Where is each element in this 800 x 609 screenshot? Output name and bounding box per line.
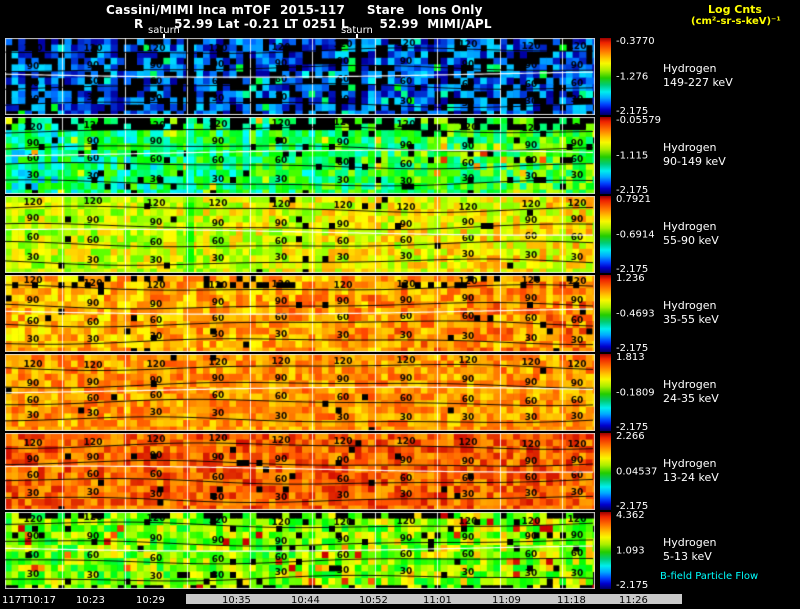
colorbar-max-value: 4.362	[616, 510, 645, 521]
heatmap-canvas	[5, 433, 595, 510]
panel-row-90-149-kev: -0.05579 -1.115 -2.175 Hydrogen 90-149 keV	[5, 115, 800, 196]
colorbar-max-value: -0.3770	[616, 36, 655, 47]
channel-label: Hydrogen 149-227 keV	[663, 62, 733, 92]
species-label: Hydrogen	[663, 456, 717, 470]
heatmap-canvas	[5, 38, 595, 115]
channel-label: Hydrogen 35-55 keV	[663, 299, 719, 329]
colorbar-min-value: -2.175	[616, 185, 649, 196]
colorbar-min-value: -2.175	[616, 343, 649, 354]
time-tick-label: 11:26	[619, 595, 648, 606]
colorbar-max-value: 1.813	[616, 352, 645, 363]
colorbar-min-value: -2.175	[616, 264, 649, 275]
colorbar-mid-value: -1.115	[616, 150, 649, 161]
panel-row-13-24-kev: 2.266 0.04537 -2.175 Hydrogen 13-24 keV	[5, 431, 800, 512]
colorbar	[600, 354, 611, 431]
energy-range-label: 90-149 keV	[663, 155, 726, 169]
colorbar	[600, 38, 611, 115]
colorbar-mid-value: -0.6914	[616, 229, 655, 240]
page-title: Cassini/MIMI Inca mTOF 2015-117 Stare Io…	[106, 3, 483, 17]
colorbar-units-label: (cm²-sr-s-keV)⁻¹	[691, 16, 781, 27]
heatmap-canvas	[5, 196, 595, 273]
bfield-flow-label: B-field Particle Flow	[660, 571, 759, 582]
colorbar	[600, 512, 611, 589]
colorbar	[600, 196, 611, 273]
panel-row-35-55-kev: 1.236 -0.4693 -2.175 Hydrogen 35-55 keV	[5, 273, 800, 354]
species-label: Hydrogen	[663, 140, 717, 154]
time-tick-label: 10:29	[136, 595, 165, 606]
channel-label: Hydrogen 13-24 keV	[663, 457, 719, 487]
panel-row-24-35-kev: 1.813 -0.1809 -2.175 Hydrogen 24-35 keV	[5, 352, 800, 433]
energy-range-label: 55-90 keV	[663, 234, 719, 248]
saturn-marker-tick-icon	[163, 34, 165, 38]
channel-label: Hydrogen 24-35 keV	[663, 378, 719, 408]
time-tick-label: 10:35	[222, 595, 251, 606]
heatmap-canvas	[5, 117, 595, 194]
time-tick-label: 11:01	[423, 595, 452, 606]
heatmap-canvas	[5, 512, 595, 589]
energy-range-label: 13-24 keV	[663, 471, 719, 485]
colorbar-min-value: -2.175	[616, 106, 649, 117]
energy-range-label: 149-227 keV	[663, 76, 733, 90]
colorbar-mid-value: 0.04537	[616, 466, 658, 477]
species-label: Hydrogen	[663, 535, 717, 549]
panel-row-5-13-kev: 4.362 1.093 -2.175 Hydrogen 5-13 keV	[5, 510, 800, 591]
time-tick-label: 10:52	[359, 595, 388, 606]
colorbar-max-value: 0.7921	[616, 194, 651, 205]
channel-label: Hydrogen 5-13 keV	[663, 536, 717, 566]
colorbar	[600, 433, 611, 510]
panel-row-149-227-kev: -0.3770 -1.276 -2.175 Hydrogen 149-227 keV	[5, 36, 800, 117]
energy-range-label: 5-13 keV	[663, 550, 712, 564]
species-label: Hydrogen	[663, 298, 717, 312]
colorbar	[600, 275, 611, 352]
energy-range-label: 35-55 keV	[663, 313, 719, 327]
colorbar-title: Log Cnts	[708, 3, 762, 16]
colorbar	[600, 117, 611, 194]
colorbar-mid-value: 1.093	[616, 545, 645, 556]
time-tick-label: 117T10:17	[2, 595, 57, 606]
time-scrollbar[interactable]	[186, 594, 682, 604]
colorbar-min-value: -2.175	[616, 580, 649, 591]
time-tick-label: 11:09	[492, 595, 521, 606]
time-tick-label: 10:44	[291, 595, 320, 606]
colorbar-mid-value: -0.1809	[616, 387, 655, 398]
colorbar-max-value: -0.05579	[616, 115, 661, 126]
species-label: Hydrogen	[663, 377, 717, 391]
spectrogram-panels: -0.3770 -1.276 -2.175 Hydrogen 149-227 keV -0…	[5, 36, 800, 591]
energy-range-label: 24-35 keV	[663, 392, 719, 406]
time-tick-label: 11:18	[557, 595, 586, 606]
species-label: Hydrogen	[663, 61, 717, 75]
orbit-info: R 52.99 Lat -0.21 LT 0251 L 52.99 MIMI/A…	[134, 17, 492, 31]
colorbar-mid-value: -0.4693	[616, 308, 655, 319]
saturn-marker-tick-icon	[356, 34, 358, 38]
saturn-marker-label: saturn	[148, 25, 180, 36]
heatmap-canvas	[5, 275, 595, 352]
species-label: Hydrogen	[663, 219, 717, 233]
heatmap-canvas	[5, 354, 595, 431]
colorbar-max-value: 2.266	[616, 431, 645, 442]
colorbar-mid-value: -1.276	[616, 71, 649, 82]
saturn-marker-label: saturn	[341, 25, 373, 36]
channel-label: Hydrogen 55-90 keV	[663, 220, 719, 250]
colorbar-min-value: -2.175	[616, 501, 649, 512]
colorbar-min-value: -2.175	[616, 422, 649, 433]
panel-row-55-90-kev: 0.7921 -0.6914 -2.175 Hydrogen 55-90 keV	[5, 194, 800, 275]
channel-label: Hydrogen 90-149 keV	[663, 141, 726, 171]
time-tick-label: 10:23	[76, 595, 105, 606]
colorbar-max-value: 1.236	[616, 273, 645, 284]
